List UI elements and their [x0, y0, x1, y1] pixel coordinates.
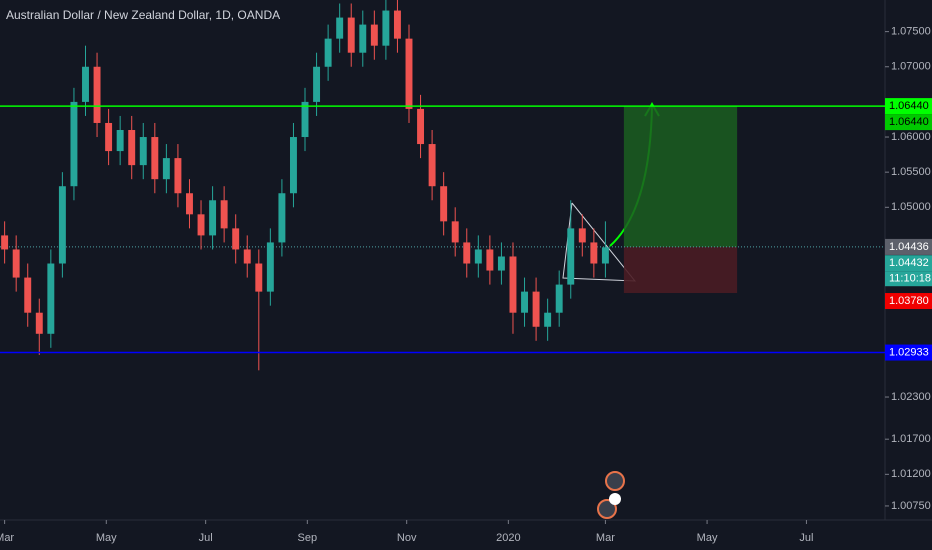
candle-body — [116, 130, 124, 152]
candle-body — [289, 137, 297, 194]
y-tick-label: 1.01200 — [891, 468, 931, 480]
candle-body — [70, 101, 78, 187]
x-tick-label: Jul — [199, 532, 213, 544]
price-tag-label: 1.04436 — [889, 241, 929, 253]
candle-body — [417, 108, 425, 145]
profit-zone — [623, 106, 738, 247]
candle-body — [278, 193, 286, 243]
candle-body — [243, 249, 251, 264]
price-tag-label: 1.06440 — [889, 116, 929, 128]
price-tag — [885, 238, 932, 255]
candle-body — [474, 249, 482, 264]
price-tag-label: 1.03780 — [889, 295, 929, 307]
y-tick-label: 1.05500 — [891, 166, 931, 178]
candle-body — [12, 249, 20, 278]
y-tick-label: 1.07000 — [891, 61, 931, 73]
candle-body — [521, 291, 528, 313]
candle-body — [220, 200, 228, 229]
x-tick-label: May — [697, 532, 718, 544]
candle-body — [347, 17, 355, 53]
candle-body — [497, 256, 505, 271]
candle-body — [590, 242, 598, 264]
price-tag — [885, 255, 932, 272]
event-icon[interactable] — [605, 471, 625, 491]
candle-body — [232, 228, 240, 250]
candle-body — [451, 221, 459, 243]
candle-body — [35, 312, 43, 334]
y-tick-label: 1.02300 — [891, 391, 931, 403]
candle-body — [509, 256, 517, 313]
y-tick-label: 1.00750 — [891, 500, 931, 512]
candle-body — [336, 17, 344, 39]
candle-body — [370, 24, 378, 46]
candle-body — [151, 137, 159, 180]
level-tag-label: 1.06440 — [889, 100, 929, 112]
price-tag — [885, 293, 932, 310]
candle-body — [255, 263, 263, 292]
candle-body — [544, 312, 552, 327]
x-tick-label: Nov — [397, 532, 417, 544]
candle-body — [382, 10, 390, 46]
candle-body — [359, 24, 367, 53]
candle-body — [197, 214, 205, 236]
candle-body — [209, 200, 217, 236]
y-tick-label: 1.06000 — [891, 131, 931, 143]
x-tick-label: 2020 — [496, 532, 520, 544]
candle-body — [128, 130, 136, 166]
x-tick-label: Mar — [0, 532, 14, 544]
candle-body — [578, 228, 586, 243]
candle-body — [82, 66, 89, 102]
candle-body — [428, 144, 436, 187]
candle-body — [393, 10, 401, 39]
candle-body — [24, 277, 32, 313]
y-tick-label: 1.05000 — [891, 201, 931, 213]
x-tick-label: May — [96, 532, 117, 544]
event-count[interactable] — [609, 493, 621, 505]
x-tick-label: Jul — [799, 532, 813, 544]
candle-body — [58, 186, 66, 264]
candle-body — [1, 235, 9, 250]
candle-body — [266, 242, 274, 292]
candle-body — [532, 291, 540, 327]
chart-title: Australian Dollar / New Zealand Dollar, … — [6, 8, 280, 22]
candle-body — [405, 38, 413, 109]
level-tag — [885, 98, 932, 115]
y-tick-label: 1.01700 — [891, 433, 931, 445]
candle-body — [567, 228, 575, 285]
candle-body — [440, 186, 448, 222]
candle-body — [601, 247, 609, 264]
candle-body — [105, 122, 113, 152]
countdown-tag — [885, 271, 932, 287]
candle-body — [555, 284, 563, 313]
event-icon[interactable] — [597, 499, 617, 519]
candle-body — [324, 38, 332, 67]
x-tick-label: Mar — [596, 532, 615, 544]
candle-body — [93, 66, 101, 123]
level-tag — [885, 344, 932, 361]
candle-body — [139, 137, 147, 166]
candle-body — [174, 158, 182, 194]
candle-body — [47, 263, 55, 334]
level-tag-label: 1.02933 — [889, 346, 929, 358]
y-tick-label: 1.07500 — [891, 26, 931, 38]
candle-body — [162, 158, 170, 180]
price-tag — [885, 114, 932, 131]
candle-body — [301, 101, 309, 138]
candle-body — [313, 66, 321, 102]
x-tick-label: Sep — [298, 532, 318, 544]
loss-zone — [623, 246, 738, 294]
candle-body — [186, 193, 193, 215]
countdown-label: 11:10:18 — [889, 273, 931, 285]
candle-body — [463, 242, 471, 264]
candle-body — [486, 249, 494, 271]
price-tag-label: 1.04432 — [889, 257, 929, 269]
